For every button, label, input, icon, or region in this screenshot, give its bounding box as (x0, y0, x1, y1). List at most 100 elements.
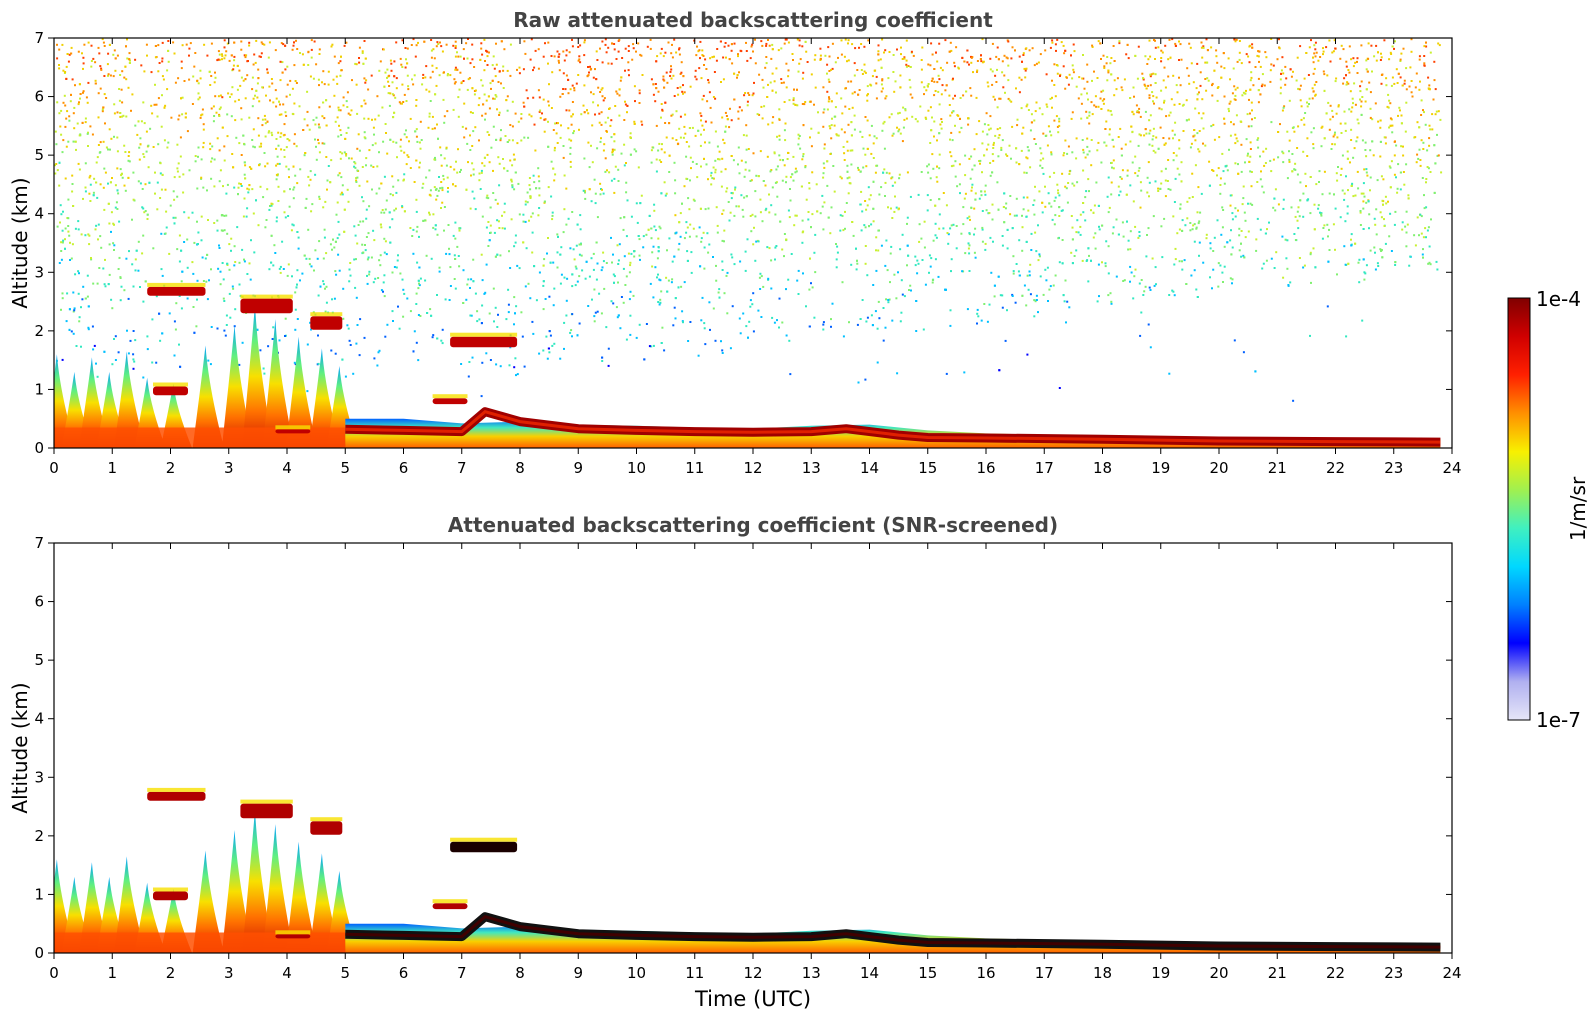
noise-pixel (1384, 242, 1387, 245)
noise-pixel (899, 132, 902, 135)
noise-pixel (624, 103, 627, 106)
noise-pixel (775, 91, 777, 94)
noise-pixel (1153, 102, 1155, 105)
noise-pixel (380, 211, 383, 214)
noise-pixel (342, 104, 345, 107)
noise-pixel (787, 152, 790, 154)
noise-pixel (1167, 159, 1170, 161)
noise-pixel (776, 319, 778, 322)
noise-pixel (1288, 160, 1291, 163)
noise-pixel (1151, 257, 1154, 260)
noise-pixel (96, 196, 99, 199)
noise-pixel (401, 39, 404, 42)
noise-pixel (1347, 69, 1350, 71)
noise-pixel (1362, 207, 1365, 210)
noise-pixel (343, 151, 346, 154)
noise-pixel (1422, 148, 1425, 150)
noise-pixel (238, 142, 241, 145)
noise-pixel (362, 200, 365, 203)
noise-pixel (687, 197, 690, 200)
noise-pixel (1147, 84, 1150, 87)
noise-pixel (254, 61, 257, 64)
noise-pixel (1423, 111, 1425, 114)
noise-pixel (272, 326, 275, 329)
noise-pixel (846, 177, 849, 180)
noise-pixel (251, 139, 254, 141)
noise-pixel (502, 87, 505, 89)
noise-pixel (695, 54, 698, 57)
noise-pixel (1349, 161, 1351, 164)
noise-pixel (1164, 179, 1167, 182)
noise-pixel (1381, 199, 1384, 202)
noise-pixel (956, 114, 959, 117)
noise-pixel (286, 83, 289, 86)
noise-pixel (352, 372, 355, 375)
noise-pixel (1303, 123, 1306, 126)
noise-pixel (420, 139, 423, 141)
noise-pixel (1358, 281, 1361, 284)
noise-pixel (359, 318, 362, 321)
noise-pixel (1083, 87, 1086, 90)
noise-pixel (473, 197, 476, 200)
noise-pixel (1110, 57, 1113, 59)
noise-pixel (1033, 119, 1036, 122)
noise-pixel (193, 65, 196, 68)
noise-pixel (778, 134, 781, 137)
noise-pixel (1231, 278, 1234, 281)
noise-pixel (476, 320, 479, 323)
noise-pixel (246, 273, 249, 275)
noise-pixel (690, 271, 693, 274)
noise-pixel (1072, 68, 1075, 71)
noise-pixel (1163, 217, 1166, 220)
noise-pixel (994, 74, 997, 77)
noise-pixel (1027, 288, 1030, 291)
noise-pixel (341, 193, 344, 196)
noise-pixel (633, 148, 636, 151)
noise-pixel (583, 41, 586, 44)
noise-pixel (336, 201, 339, 204)
noise-pixel (615, 306, 618, 309)
noise-pixel (688, 208, 691, 211)
noise-pixel (388, 74, 391, 77)
noise-pixel (1240, 170, 1243, 173)
noise-pixel (1389, 102, 1392, 105)
noise-pixel (1077, 231, 1080, 234)
noise-pixel (90, 44, 93, 47)
noise-pixel (864, 116, 867, 118)
noise-pixel (840, 177, 843, 180)
noise-pixel (819, 59, 822, 61)
noise-pixel (843, 152, 846, 155)
noise-pixel (201, 113, 204, 116)
noise-pixel (415, 303, 418, 305)
noise-pixel (1364, 100, 1367, 103)
noise-pixel (1066, 152, 1069, 155)
noise-pixel (1051, 218, 1054, 221)
noise-pixel (108, 273, 111, 276)
noise-pixel (263, 43, 266, 46)
noise-pixel (997, 155, 1000, 158)
noise-pixel (480, 42, 483, 45)
noise-pixel (1155, 283, 1157, 286)
noise-pixel (1383, 136, 1386, 139)
noise-pixel (1094, 247, 1097, 250)
noise-pixel (973, 148, 976, 151)
noise-pixel (1011, 125, 1014, 128)
noise-pixel (440, 339, 443, 342)
noise-pixel (65, 320, 68, 323)
noise-pixel (58, 184, 61, 187)
noise-pixel (679, 212, 682, 215)
noise-pixel (1365, 264, 1368, 267)
noise-pixel (901, 140, 904, 143)
noise-pixel (1250, 101, 1253, 104)
noise-pixel (1369, 176, 1372, 179)
noise-pixel (1175, 154, 1178, 157)
noise-pixel (125, 115, 128, 118)
noise-pixel (73, 127, 76, 130)
noise-pixel (1171, 38, 1174, 41)
noise-pixel (1298, 215, 1301, 218)
noise-pixel (470, 174, 472, 177)
noise-pixel (653, 209, 656, 212)
noise-pixel (1423, 55, 1426, 57)
noise-pixel (1174, 42, 1177, 45)
noise-pixel (119, 115, 122, 118)
